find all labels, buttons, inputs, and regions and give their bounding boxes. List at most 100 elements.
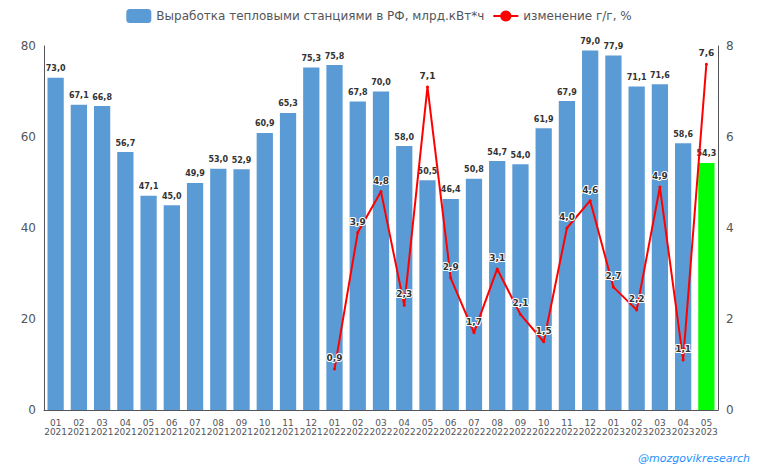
- svg-text:12: 12: [305, 417, 317, 428]
- svg-text:67,8: 67,8: [348, 88, 368, 97]
- svg-text:2,7: 2,7: [605, 271, 621, 281]
- svg-text:40: 40: [21, 221, 36, 235]
- svg-text:20: 20: [21, 312, 36, 326]
- svg-text:2022: 2022: [346, 427, 369, 437]
- svg-text:09: 09: [235, 417, 248, 428]
- svg-text:01: 01: [49, 417, 62, 428]
- svg-text:47,1: 47,1: [139, 182, 159, 191]
- svg-text:58,6: 58,6: [673, 130, 693, 139]
- svg-text:4: 4: [726, 221, 734, 235]
- svg-text:2021: 2021: [277, 427, 300, 437]
- svg-text:1,1: 1,1: [675, 344, 691, 354]
- svg-text:71,1: 71,1: [627, 73, 647, 82]
- svg-text:2022: 2022: [370, 427, 393, 437]
- svg-text:2022: 2022: [393, 427, 416, 437]
- svg-text:06: 06: [166, 417, 178, 428]
- svg-text:1,5: 1,5: [536, 326, 552, 336]
- svg-text:0,9: 0,9: [327, 353, 343, 363]
- svg-text:2022: 2022: [323, 427, 346, 437]
- svg-text:46,4: 46,4: [441, 185, 461, 194]
- svg-text:54,7: 54,7: [487, 148, 507, 157]
- svg-text:2,3: 2,3: [396, 289, 412, 299]
- svg-text:2022: 2022: [579, 427, 602, 437]
- svg-text:52,9: 52,9: [232, 156, 252, 165]
- svg-text:2023: 2023: [602, 427, 625, 437]
- svg-text:2021: 2021: [230, 427, 253, 437]
- svg-text:2023: 2023: [695, 427, 718, 437]
- svg-text:05: 05: [142, 417, 155, 428]
- svg-text:7,6: 7,6: [698, 48, 714, 58]
- svg-text:77,9: 77,9: [604, 42, 624, 51]
- svg-text:07: 07: [189, 417, 201, 428]
- svg-text:2021: 2021: [300, 427, 323, 437]
- svg-text:2021: 2021: [184, 427, 207, 437]
- svg-text:67,9: 67,9: [557, 88, 577, 97]
- svg-text:2023: 2023: [672, 427, 695, 437]
- svg-text:60,9: 60,9: [255, 119, 275, 128]
- svg-text:2021: 2021: [137, 427, 160, 437]
- svg-text:08: 08: [212, 417, 224, 428]
- svg-text:50,5: 50,5: [418, 167, 438, 176]
- svg-text:11: 11: [282, 417, 294, 428]
- svg-text:2022: 2022: [555, 427, 578, 437]
- svg-text:2021: 2021: [67, 427, 90, 437]
- svg-text:67,1: 67,1: [69, 91, 89, 100]
- svg-text:4,6: 4,6: [582, 185, 598, 195]
- svg-text:01: 01: [328, 417, 341, 428]
- svg-text:50,8: 50,8: [464, 165, 484, 174]
- svg-text:79,0: 79,0: [580, 37, 600, 46]
- svg-text:2022: 2022: [509, 427, 532, 437]
- svg-text:@mozgovikresearch: @mozgovikresearch: [638, 452, 750, 465]
- svg-text:2023: 2023: [648, 427, 671, 437]
- svg-text:2,1: 2,1: [512, 298, 528, 308]
- svg-text:2021: 2021: [160, 427, 183, 437]
- svg-text:3,1: 3,1: [489, 253, 505, 263]
- svg-text:2022: 2022: [463, 427, 486, 437]
- svg-text:60: 60: [21, 130, 36, 144]
- svg-text:3,9: 3,9: [350, 217, 366, 227]
- svg-text:2022: 2022: [532, 427, 555, 437]
- svg-text:4,9: 4,9: [652, 171, 668, 181]
- svg-text:73,0: 73,0: [46, 64, 66, 73]
- svg-text:4,8: 4,8: [373, 176, 389, 186]
- svg-text:6: 6: [726, 130, 734, 144]
- svg-text:2021: 2021: [114, 427, 137, 437]
- svg-text:04: 04: [119, 417, 132, 428]
- svg-text:2021: 2021: [91, 427, 114, 437]
- svg-text:02: 02: [73, 417, 85, 428]
- svg-text:2: 2: [726, 312, 734, 326]
- svg-text:2,2: 2,2: [629, 294, 645, 304]
- svg-text:2,9: 2,9: [443, 262, 459, 272]
- svg-text:Выработка тепловыми станциями: Выработка тепловыми станциями в РФ, млрд…: [156, 9, 484, 23]
- svg-text:54,0: 54,0: [511, 151, 531, 160]
- svg-text:2022: 2022: [416, 427, 439, 437]
- svg-text:изменение г/г, %: изменение г/г, %: [523, 9, 631, 23]
- svg-text:71,6: 71,6: [650, 71, 670, 80]
- svg-text:65,3: 65,3: [278, 99, 298, 108]
- svg-text:56,7: 56,7: [115, 139, 135, 148]
- svg-text:2021: 2021: [207, 427, 230, 437]
- svg-text:2022: 2022: [439, 427, 462, 437]
- svg-text:80: 80: [21, 39, 36, 53]
- svg-text:4,0: 4,0: [559, 212, 575, 222]
- svg-text:8: 8: [726, 39, 734, 53]
- svg-text:2021: 2021: [253, 427, 276, 437]
- svg-text:2022: 2022: [486, 427, 509, 437]
- svg-text:49,9: 49,9: [185, 169, 205, 178]
- svg-text:10: 10: [259, 417, 271, 428]
- svg-text:61,9: 61,9: [534, 115, 554, 124]
- svg-text:58,0: 58,0: [394, 133, 414, 142]
- svg-text:0: 0: [28, 403, 36, 417]
- svg-text:2023: 2023: [625, 427, 648, 437]
- svg-text:53,0: 53,0: [208, 155, 228, 164]
- svg-text:0: 0: [726, 403, 734, 417]
- svg-text:70,0: 70,0: [371, 78, 391, 87]
- svg-text:75,3: 75,3: [301, 54, 321, 63]
- svg-text:45,0: 45,0: [162, 192, 182, 201]
- svg-text:66,8: 66,8: [92, 93, 112, 102]
- svg-text:75,8: 75,8: [325, 52, 345, 61]
- svg-text:1,7: 1,7: [466, 317, 482, 327]
- svg-text:2021: 2021: [44, 427, 67, 437]
- svg-text:03: 03: [96, 417, 108, 428]
- svg-text:7,1: 7,1: [420, 71, 436, 81]
